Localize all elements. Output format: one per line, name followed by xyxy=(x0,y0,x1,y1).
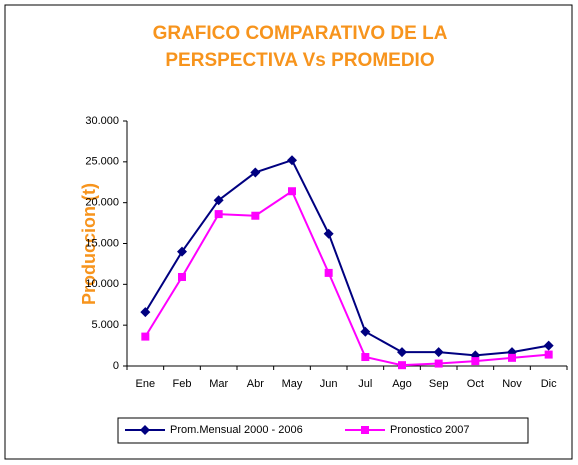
point xyxy=(251,211,260,220)
legend-box xyxy=(117,417,529,444)
point xyxy=(324,268,333,277)
point xyxy=(508,353,516,362)
x-tick-label: May xyxy=(282,378,303,390)
x-tick-label: Ago xyxy=(392,378,412,390)
series-line xyxy=(144,158,549,357)
x-tick-label: Ene xyxy=(136,378,156,390)
point xyxy=(287,155,297,166)
x-tick-label: Jul xyxy=(358,378,372,390)
legend-label: Pronostico 2007 xyxy=(390,424,470,436)
point xyxy=(398,361,406,370)
x-tick-label: Dic xyxy=(541,378,557,390)
point xyxy=(177,246,187,257)
point xyxy=(140,307,151,318)
y-tick-label: 30.000 xyxy=(85,115,119,127)
x-tick-label: Sep xyxy=(429,378,449,390)
y-tick-label: 0 xyxy=(113,360,119,372)
point xyxy=(544,350,553,359)
point xyxy=(397,347,407,358)
legend-marker xyxy=(140,425,150,435)
point xyxy=(178,272,186,281)
x-tick-label: Mar xyxy=(209,378,228,390)
y-tick-label: 20.000 xyxy=(85,197,119,209)
chart-border xyxy=(4,4,573,460)
legend-label: Prom.Mensual 2000 - 2006 xyxy=(170,424,303,436)
point xyxy=(214,210,223,219)
y-tick-label: 5.000 xyxy=(91,319,119,331)
point xyxy=(323,228,334,239)
x-tick-label: Feb xyxy=(173,378,192,390)
y-tick-label: 15.000 xyxy=(85,237,119,249)
series-line xyxy=(144,189,549,367)
x-tick-label: Nov xyxy=(502,378,522,390)
point xyxy=(471,357,480,366)
point xyxy=(213,195,224,206)
x-tick-label: Oct xyxy=(467,378,484,390)
legend-marker xyxy=(361,426,369,434)
point xyxy=(543,340,554,351)
x-tick-label: Jun xyxy=(320,378,338,390)
point xyxy=(361,353,370,362)
point xyxy=(288,187,296,196)
point xyxy=(141,332,150,341)
point xyxy=(250,167,261,178)
chart-title: GRAFICO COMPARATIVO DE LA PERSPECTIVA Vs… xyxy=(152,23,448,71)
y-tick-label: 10.000 xyxy=(85,278,119,290)
y-axis-label: Produccion (t) xyxy=(79,183,99,305)
point xyxy=(434,359,443,368)
point xyxy=(433,347,444,358)
x-tick-label: Abr xyxy=(247,378,264,390)
point xyxy=(360,326,371,337)
y-tick-label: 25.000 xyxy=(85,156,119,168)
